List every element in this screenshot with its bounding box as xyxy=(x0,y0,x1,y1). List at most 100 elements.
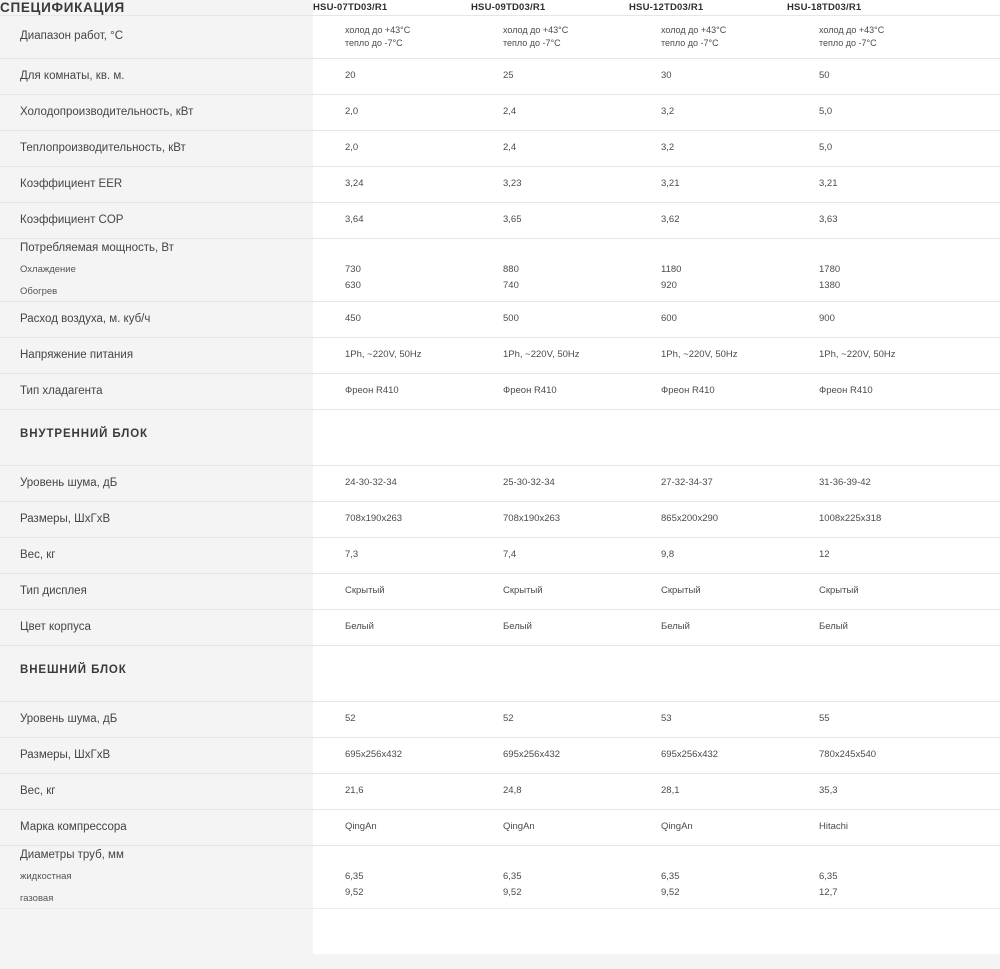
row-label: Цвет корпуса xyxy=(0,609,313,646)
row-sublabel: Обогрев xyxy=(20,285,58,297)
cell-value: 12 xyxy=(787,537,945,574)
cell-value: Hitachi xyxy=(787,809,945,846)
row-spacer xyxy=(945,166,1000,203)
row-sublabel: жидкостная xyxy=(20,871,72,883)
table-row: Уровень шума, дБ 52 52 53 55 xyxy=(0,701,1000,738)
cell-value: Белый xyxy=(787,609,945,646)
cell-value: 53 xyxy=(629,701,787,738)
table-header-row: СПЕЦИФИКАЦИЯ HSU-07TD03/R1 HSU-09TD03/R1… xyxy=(0,0,1000,16)
cell-value: 1780 1380 xyxy=(787,238,945,302)
row-spacer xyxy=(945,301,1000,338)
row-spacer xyxy=(945,773,1000,810)
table-end-row xyxy=(0,908,1000,931)
cell-value: 25-30-32-34 xyxy=(471,465,629,502)
row-spacer xyxy=(945,130,1000,167)
row-label: Коэффициент COP xyxy=(0,202,313,239)
specification-table: СПЕЦИФИКАЦИЯ HSU-07TD03/R1 HSU-09TD03/R1… xyxy=(0,0,1000,931)
table-row: Диаметры труб, мм жидкостная газовая 6,35 9,… xyxy=(0,845,1000,909)
table-row: Вес, кг 21,6 24,8 28,1 35,3 xyxy=(0,773,1000,810)
row-spacer xyxy=(945,501,1000,538)
cell-value: 450 xyxy=(313,301,471,338)
cell-value: 6,35 9,52 xyxy=(471,845,629,909)
row-label-text: Диапазон работ, °C xyxy=(20,30,123,43)
cell-value: 1Ph, ~220V, 50Hz xyxy=(471,337,629,374)
cell-value: 5,0 xyxy=(787,130,945,167)
table-row: Коэффициент EER 3,24 3,23 3,21 3,21 xyxy=(0,166,1000,203)
row-label: Уровень шума, дБ xyxy=(0,465,313,502)
cell-value: 695x256x432 xyxy=(471,737,629,774)
header-spacer xyxy=(945,0,1000,16)
table-row: Напряжение питания 1Ph, ~220V, 50Hz 1Ph, ~… xyxy=(0,337,1000,374)
cell-value: 708x190x263 xyxy=(471,501,629,538)
model-header-2: HSU-09TD03/R1 xyxy=(471,2,546,13)
cell-value-line: 630 xyxy=(345,280,361,291)
section-label: ВНУТРЕННИЙ БЛОК xyxy=(0,409,313,466)
row-spacer xyxy=(945,373,1000,410)
cell-value: 3,64 xyxy=(313,202,471,239)
row-spacer xyxy=(945,202,1000,239)
row-spacer xyxy=(945,645,1000,702)
cell-value: Белый xyxy=(629,609,787,646)
cell-value: 50 xyxy=(787,58,945,95)
row-spacer xyxy=(945,409,1000,466)
cell-value: Скрытый xyxy=(787,573,945,610)
cell-value: 2,0 xyxy=(313,130,471,167)
cell-value-line: холод до +43°C xyxy=(661,24,727,35)
cell-value-line: холод до +43°C xyxy=(345,24,411,35)
cell-value: 500 xyxy=(471,301,629,338)
table-row: Вес, кг 7,3 7,4 9,8 12 xyxy=(0,537,1000,574)
cell-value: 21,6 xyxy=(313,773,471,810)
row-label-text: Теплопроизводительность, кВт xyxy=(20,141,186,154)
cell-value-line: тепло до -7°C xyxy=(503,38,561,48)
cell-value-line: 6,35 xyxy=(503,871,522,883)
cell-value: холод до +43°C тепло до -7°C xyxy=(629,15,787,59)
cell-value: 3,23 xyxy=(471,166,629,203)
row-spacer xyxy=(945,465,1000,502)
cell-value: 3,62 xyxy=(629,202,787,239)
cell-value: Скрытый xyxy=(471,573,629,610)
cell-value: 1Ph, ~220V, 50Hz xyxy=(629,337,787,374)
row-spacer xyxy=(945,609,1000,646)
row-label-text: Для комнаты, кв. м. xyxy=(20,69,125,82)
table-row: Коэффициент COP 3,64 3,65 3,62 3,63 xyxy=(0,202,1000,239)
cell-value: 2,4 xyxy=(471,130,629,167)
cell-value: 55 xyxy=(787,701,945,738)
cell-value: 24,8 xyxy=(471,773,629,810)
table-row: Расход воздуха, м. куб/ч 450 500 600 900 xyxy=(0,301,1000,338)
cell-value-line: 730 xyxy=(345,264,361,276)
row-spacer xyxy=(945,15,1000,59)
row-label: Потребляемая мощность, Вт Охлаждение Обогр… xyxy=(0,238,313,302)
row-label-text: Тип дисплея xyxy=(20,584,87,597)
table-row: Холодопроизводительность, кВт 2,0 2,4 3,2 5,… xyxy=(0,94,1000,131)
cell-value: 780x245x540 xyxy=(787,737,945,774)
row-label-text: Вес, кг xyxy=(20,548,56,561)
row-label: Напряжение питания xyxy=(0,337,313,374)
cell-value-line: 6,35 xyxy=(819,871,838,883)
cell-value-line: 9,52 xyxy=(345,887,364,898)
row-label: Теплопроизводительность, кВт xyxy=(0,130,313,167)
row-label: Уровень шума, дБ xyxy=(0,701,313,738)
cell-value xyxy=(629,645,787,702)
cell-value: 1Ph, ~220V, 50Hz xyxy=(787,337,945,374)
cell-value: 865x200x290 xyxy=(629,501,787,538)
row-label-text: Холодопроизводительность, кВт xyxy=(20,105,194,118)
cell-value-line: 880 xyxy=(503,264,519,276)
cell-value-line: холод до +43°C xyxy=(503,24,569,35)
row-label-text: Потребляемая мощность, Вт xyxy=(20,241,174,254)
cell-value: холод до +43°C тепло до -7°C xyxy=(471,15,629,59)
table-row: Размеры, ШхГхВ 708x190x263 708x190x263 865x… xyxy=(0,501,1000,538)
table-row: Тип хладагента Фреон R410 Фреон R410 Фреон … xyxy=(0,373,1000,410)
row-label-text: Диаметры труб, мм xyxy=(20,848,124,861)
cell-value: 3,65 xyxy=(471,202,629,239)
cell-value: 3,2 xyxy=(629,130,787,167)
row-label: Размеры, ШхГхВ xyxy=(0,501,313,538)
cell-value: Фреон R410 xyxy=(471,373,629,410)
cell-value: Белый xyxy=(313,609,471,646)
row-label: Марка компрессора xyxy=(0,809,313,846)
row-spacer xyxy=(945,238,1000,302)
cell-value: 695x256x432 xyxy=(313,737,471,774)
row-label-text: Тип хладагента xyxy=(20,384,103,397)
cell-value: 35,3 xyxy=(787,773,945,810)
table-row: Марка компрессора QingAn QingAn QingAn Hitac… xyxy=(0,809,1000,846)
